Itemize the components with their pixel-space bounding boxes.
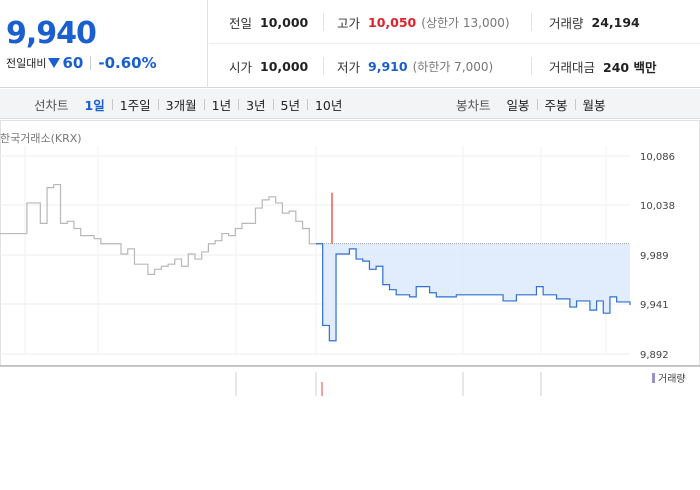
y-tick-label: 9,941 [640,300,669,311]
divider [531,13,532,31]
change-label: 전일대비 [6,57,47,70]
divider [203,98,205,110]
stat-value: 10,000 [260,14,309,30]
stat-turnover: 거래대금 240 백만 [549,44,656,88]
stat-volume: 거래량 24,194 [549,0,640,44]
stat-label: 거래대금 [549,59,596,75]
tab-1day[interactable]: 1일 [84,97,105,113]
tab-3year[interactable]: 3년 [246,97,266,113]
divider [90,56,92,70]
divider [323,13,324,31]
series-line-current [316,243,631,342]
current-price: 9,940 [6,16,97,51]
candle-chart-title: 봉차트 [456,97,491,113]
tab-daily-candle[interactable]: 일봉 [506,97,530,113]
change-amount-value: 60 [62,54,84,72]
divider [111,98,113,110]
stat-open: 시가 10,000 [229,44,308,88]
series-line-prev [0,183,316,275]
divider [272,98,274,110]
change-amount: 60 [48,54,83,72]
quote-panel: 9,940 전일대비 60 -0.60% 전일 10,000 고가 10,050… [0,0,700,88]
line-chart-tabs: 선차트 1일 1주일 3개월 1년 3년 5년 10년 [34,89,346,119]
tab-10year[interactable]: 10년 [314,97,343,113]
stat-label: 거래량 [549,15,584,31]
stat-sub: (상한가 13,000) [421,15,510,30]
stat-value: 24,194 [591,14,640,30]
stats-row: 전일 10,000 고가 10,050 (상한가 13,000) 거래량 24,… [209,0,700,44]
stat-label: 시가 [229,59,253,75]
stat-label: 저가 [337,59,361,75]
volume-legend: 거래량 [652,370,686,385]
y-tick-label: 10,038 [640,201,675,212]
y-tick-label: 10,086 [640,152,675,163]
stat-label: 고가 [337,15,361,31]
change-percent: -0.60% [98,54,157,72]
change-row: 전일대비 60 -0.60% [6,54,157,72]
tab-1week[interactable]: 1주일 [119,97,151,113]
stats-table: 전일 10,000 고가 10,050 (상한가 13,000) 거래량 24,… [209,0,700,88]
line-chart-title: 선차트 [34,97,69,113]
chart-frame [0,120,700,366]
stat-value: 10,050 [368,14,417,30]
stat-value: 9,910 [368,58,408,74]
divider [536,98,538,110]
tab-1year[interactable]: 1년 [211,97,232,113]
price-chart: 10,086 10,038 9,989 9,941 9,892 한국거래소(KRX) 거… [0,120,700,490]
stat-prev-close: 전일 10,000 [229,0,308,44]
stat-sub: (하한가 7,000) [412,59,494,74]
exchange-label: 한국거래소(KRX) [0,132,82,145]
down-triangle-icon [48,58,61,68]
stats-row: 시가 10,000 저가 9,910 (하한가 7,000) 거래대금 240 … [209,44,700,88]
stat-high: 고가 10,050 (상한가 13,000) [337,0,510,44]
chart-tab-bar: 선차트 1일 1주일 3개월 1년 3년 5년 10년 봉차트 일봉 주봉 월봉 [0,89,700,119]
divider [574,98,576,110]
price-box: 9,940 전일대비 60 -0.60% [0,0,208,88]
tab-3month[interactable]: 3개월 [165,97,197,113]
divider [157,98,159,110]
divider [238,98,240,110]
volume-legend-label: 거래량 [658,374,686,385]
stat-low: 저가 9,910 (하한가 7,000) [337,44,493,88]
y-tick-label: 9,989 [640,251,669,262]
chart-svg: 10,086 10,038 9,989 9,941 9,892 [0,120,700,396]
tab-weekly-candle[interactable]: 주봉 [544,97,568,113]
divider [323,57,324,75]
divider [531,57,532,75]
tab-5year[interactable]: 5년 [280,97,300,113]
candle-chart-tabs: 봉차트 일봉 주봉 월봉 [456,89,610,119]
tab-monthly-candle[interactable]: 월봉 [582,97,606,113]
y-tick-label: 9,892 [640,350,669,361]
stat-value: 10,000 [260,58,309,74]
stat-label: 전일 [229,15,253,31]
divider [306,98,308,110]
volume-legend-swatch [652,372,655,383]
stat-value: 240 백만 [603,59,657,75]
series-area-current [316,243,630,341]
